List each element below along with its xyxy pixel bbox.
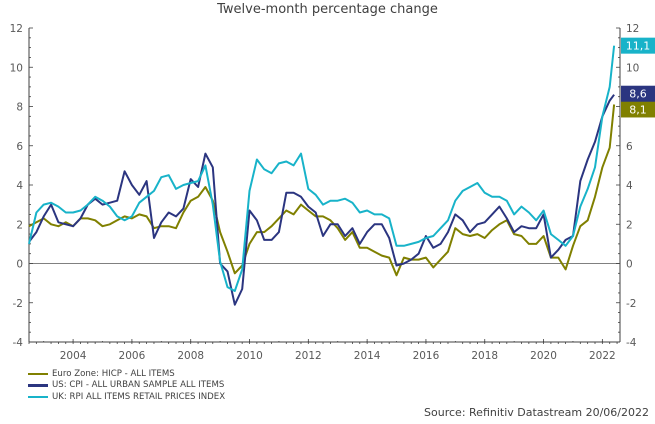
y-tick-label-left: 4	[16, 180, 23, 192]
end-label-euro-zone: 8,1	[621, 101, 655, 118]
y-tick-label-left: 12	[10, 23, 23, 35]
legend-swatch	[28, 372, 48, 375]
end-label-box	[621, 37, 655, 54]
y-tick-label-right: 10	[626, 62, 639, 74]
x-tick-label: 2012	[295, 350, 322, 362]
legend-label: US: CPI - ALL URBAN SAMPLE ALL ITEMS	[52, 380, 225, 391]
legend-item-uk: UK: RPI ALL ITEMS RETAIL PRICES INDEX	[28, 391, 225, 403]
y-tick-label-left: 0	[16, 259, 23, 271]
y-tick-label-right: -4	[626, 337, 637, 349]
end-label-text: 8,1	[629, 103, 647, 116]
legend-swatch	[28, 395, 48, 398]
y-tick-label-left: -4	[13, 337, 24, 349]
end-label-uk: 11,1	[621, 37, 655, 54]
end-label-us: 8,6	[621, 85, 655, 102]
source-note: Source: Refinitiv Datastream 20/06/2022	[424, 406, 649, 419]
y-tick-label-left: 2	[16, 219, 23, 231]
legend-item-us: US: CPI - ALL URBAN SAMPLE ALL ITEMS	[28, 380, 225, 392]
x-tick-label: 2010	[236, 350, 263, 362]
legend-swatch	[28, 384, 48, 387]
x-tick-label: 2022	[589, 350, 616, 362]
x-tick-label: 2006	[119, 350, 146, 362]
legend-label: UK: RPI ALL ITEMS RETAIL PRICES INDEX	[52, 391, 226, 402]
y-tick-label-left: -2	[13, 298, 23, 310]
axes: -4-4-2-200224466881010121220042006200820…	[10, 23, 640, 362]
legend-item-euro-zone: Euro Zone: HICP - ALL ITEMS	[28, 368, 225, 380]
end-label-text: 11,1	[626, 40, 651, 53]
y-tick-label-left: 6	[16, 141, 23, 153]
y-tick-label-right: 2	[626, 219, 633, 231]
series-line-euro-zone	[28, 104, 616, 277]
y-tick-label-right: 0	[626, 259, 633, 271]
legend-label: Euro Zone: HICP - ALL ITEMS	[52, 368, 175, 379]
x-tick-label: 2018	[471, 350, 498, 362]
series-line-uk	[28, 45, 616, 292]
x-tick-label: 2004	[60, 350, 87, 362]
series-line-us	[28, 94, 615, 306]
series-lines	[28, 45, 616, 306]
x-tick-label: 2020	[530, 350, 557, 362]
y-tick-label-left: 10	[10, 62, 23, 74]
end-label-box	[621, 101, 655, 118]
y-tick-label-right: 4	[626, 180, 633, 192]
y-tick-label-right: -2	[626, 298, 636, 310]
x-tick-label: 2014	[354, 350, 381, 362]
x-tick-label: 2016	[413, 350, 440, 362]
end-label-text: 8,6	[629, 88, 647, 101]
end-labels: 8,1 8,6 11,1	[621, 37, 655, 118]
legend: Euro Zone: HICP - ALL ITEMS US: CPI - AL…	[28, 368, 225, 403]
x-tick-label: 2008	[177, 350, 204, 362]
end-label-box	[621, 85, 655, 102]
y-tick-label-left: 8	[16, 102, 23, 114]
chart-title: Twelve-month percentage change	[217, 2, 438, 17]
y-tick-label-right: 12	[626, 23, 639, 35]
y-tick-label-right: 6	[626, 141, 633, 153]
